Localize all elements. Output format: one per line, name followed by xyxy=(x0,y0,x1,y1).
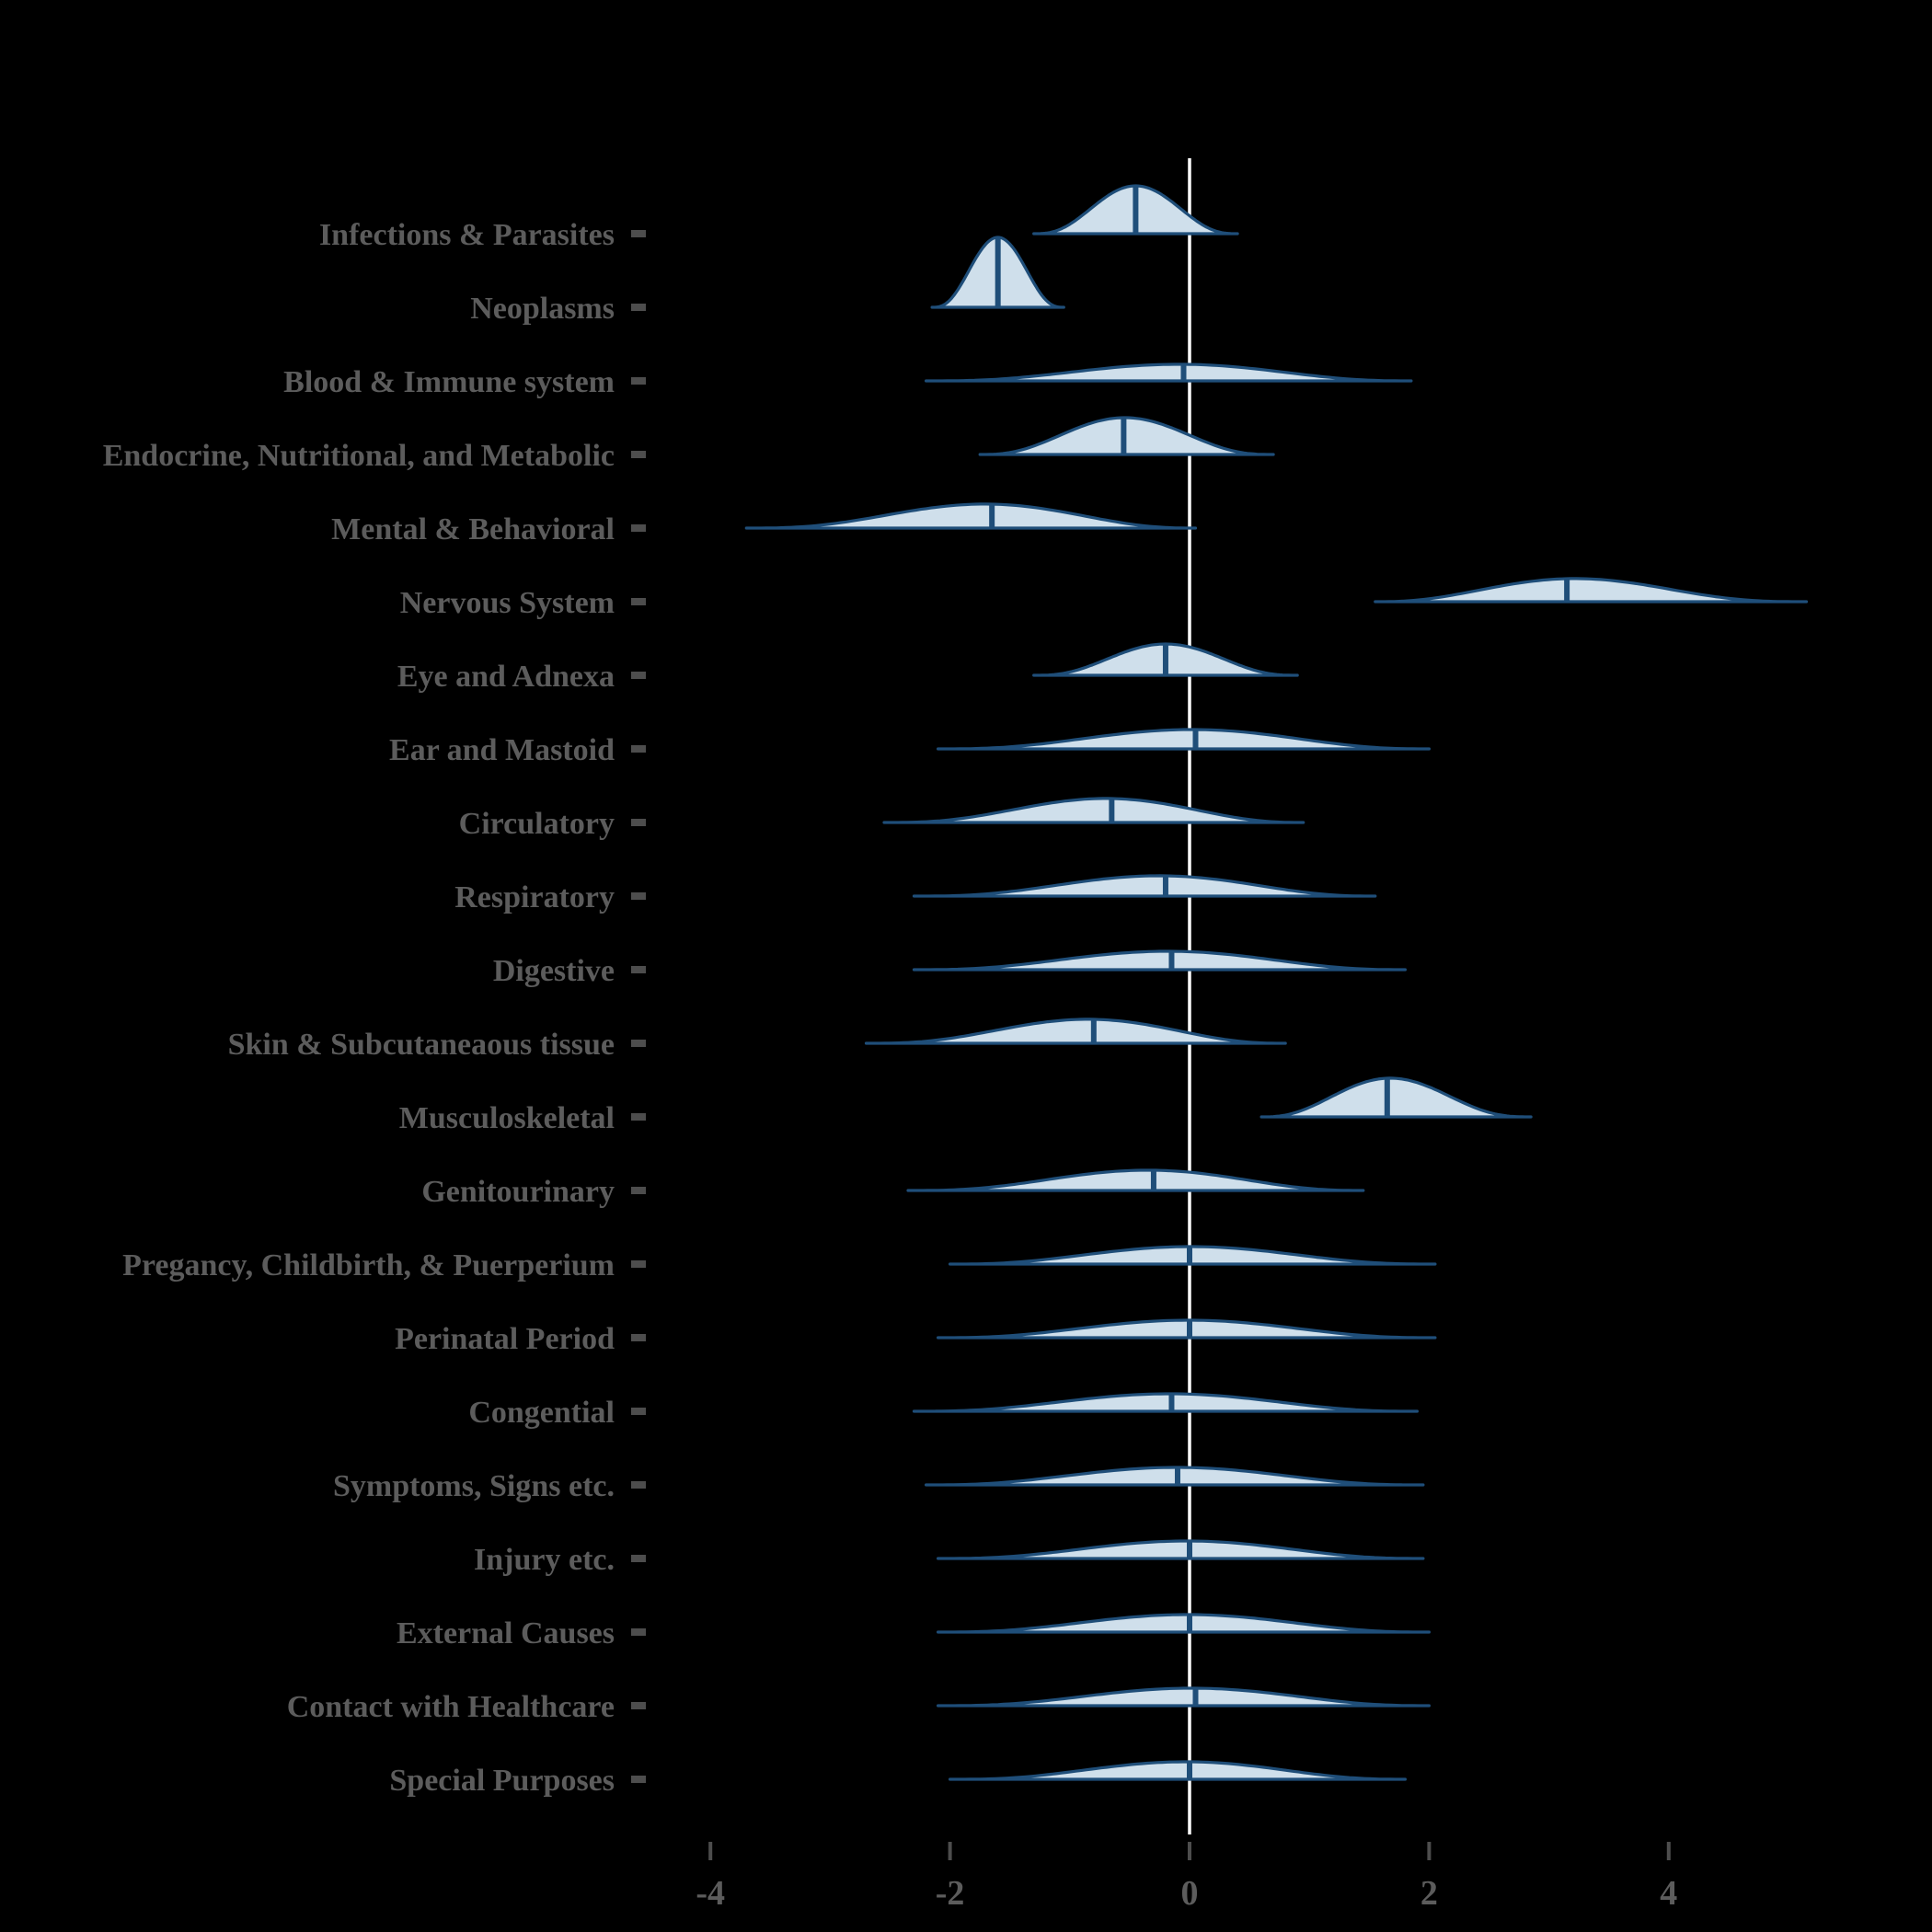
y-axis-tick xyxy=(631,1113,646,1121)
y-axis-tick xyxy=(631,1481,646,1489)
y-axis-tick xyxy=(631,1776,646,1783)
category-label: Genitourinary xyxy=(421,1175,615,1209)
category-label: Pregancy, Childbirth, & Puerperium xyxy=(122,1248,615,1282)
density-curve xyxy=(937,728,1431,751)
density-curve xyxy=(925,1466,1425,1487)
density-curve xyxy=(937,1613,1431,1634)
category-label: Musculoskeletal xyxy=(399,1101,615,1135)
category-label: Skin & Subcutaneaous tissue xyxy=(228,1028,615,1062)
density-curve xyxy=(978,416,1275,456)
density-curve xyxy=(937,1686,1431,1708)
density-curve xyxy=(1259,1076,1533,1119)
density-curve xyxy=(937,1318,1437,1340)
category-label: Circulatory xyxy=(459,807,615,841)
x-axis-tick-label: 4 xyxy=(1660,1874,1677,1913)
x-axis-tick-label: 2 xyxy=(1420,1874,1438,1913)
category-label: Mental & Behavioral xyxy=(331,512,615,546)
density-curve xyxy=(912,874,1377,898)
x-axis-tick-label: -4 xyxy=(696,1874,725,1913)
y-axis-tick xyxy=(631,966,646,973)
y-axis-tick xyxy=(631,1334,646,1341)
category-label: Ear and Mastoid xyxy=(389,733,615,767)
density-curve xyxy=(937,1539,1425,1560)
y-axis-tick xyxy=(631,304,646,311)
density-curve xyxy=(912,1392,1419,1413)
x-axis-tick-label: 0 xyxy=(1181,1874,1199,1913)
y-axis-tick xyxy=(631,451,646,458)
y-axis-tick xyxy=(631,892,646,900)
y-axis-tick xyxy=(631,377,646,385)
y-axis-tick xyxy=(631,1702,646,1709)
category-label: Perinatal Period xyxy=(395,1322,615,1356)
density-curve xyxy=(906,1168,1365,1192)
category-label: Symptoms, Signs etc. xyxy=(333,1469,615,1503)
y-axis-tick xyxy=(631,819,646,826)
category-label: Nervous System xyxy=(400,586,615,620)
density-curve xyxy=(882,797,1305,824)
category-label: Infections & Parasites xyxy=(319,218,615,252)
y-axis-tick xyxy=(631,1628,646,1636)
y-axis-tick xyxy=(631,1187,646,1194)
category-label: Injury etc. xyxy=(474,1543,615,1577)
category-label: Congential xyxy=(468,1396,615,1430)
category-label: Respiratory xyxy=(454,880,615,914)
category-label: Special Purposes xyxy=(389,1764,615,1798)
category-label: Blood & Immune system xyxy=(283,365,615,399)
category-label: Eye and Adnexa xyxy=(397,660,615,694)
density-curve xyxy=(949,1245,1437,1266)
category-label: Neoplasms xyxy=(470,292,615,326)
density-curve xyxy=(864,1018,1287,1045)
category-label: Digestive xyxy=(493,954,615,988)
density-curve xyxy=(925,362,1413,383)
y-axis-tick xyxy=(631,672,646,679)
category-label: Endocrine, Nutritional, and Metabolic xyxy=(103,439,615,473)
x-axis-tick-label: -2 xyxy=(936,1874,965,1913)
category-label: Contact with Healthcare xyxy=(287,1690,615,1724)
y-axis-tick xyxy=(631,524,646,532)
y-axis-tick xyxy=(631,1408,646,1415)
density-curve xyxy=(912,949,1407,972)
y-axis-tick xyxy=(631,1260,646,1268)
y-axis-tick xyxy=(631,745,646,753)
y-axis-tick xyxy=(631,598,646,605)
category-label: External Causes xyxy=(397,1616,615,1650)
y-axis-tick xyxy=(631,1040,646,1047)
y-axis-tick xyxy=(631,230,646,237)
y-axis-tick xyxy=(631,1555,646,1562)
density-curve xyxy=(949,1760,1407,1781)
density-curve xyxy=(744,502,1198,530)
density-curve xyxy=(1374,577,1809,604)
